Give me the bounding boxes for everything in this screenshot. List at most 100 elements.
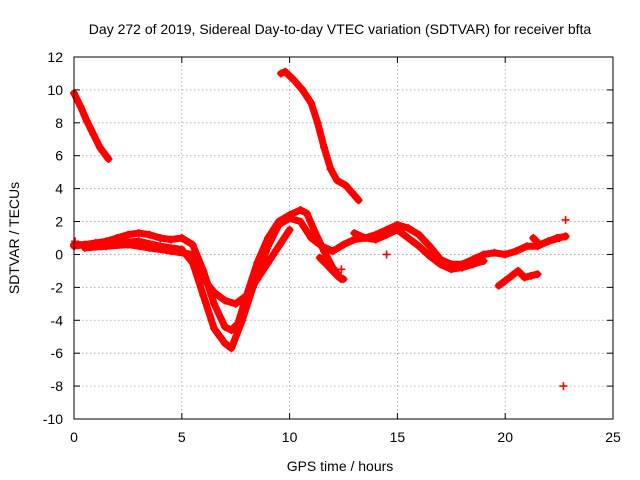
data-point [307, 99, 316, 108]
data-point [501, 276, 510, 285]
data-point [276, 69, 285, 78]
data-point [80, 243, 89, 252]
data-point [333, 176, 342, 185]
y-tick-label: 2 [55, 214, 63, 230]
data-point [264, 258, 273, 267]
data-point [501, 250, 510, 259]
y-tick-label: 12 [47, 49, 63, 65]
data-point [156, 234, 165, 242]
data-point [253, 275, 262, 284]
data-point [313, 118, 322, 127]
y-tick-label: 6 [55, 148, 63, 164]
series-band [277, 68, 363, 204]
data-point [210, 288, 219, 297]
data-point [220, 322, 229, 331]
data-point [145, 243, 154, 252]
data-point [328, 266, 337, 275]
data-point [350, 229, 359, 238]
data-point [552, 234, 561, 242]
data-point [104, 155, 113, 164]
data-point [339, 240, 348, 249]
data-point [559, 382, 568, 391]
data-point [326, 164, 335, 173]
data-point [494, 281, 503, 290]
data-point [535, 240, 544, 249]
series-band [70, 89, 112, 163]
x-tick-label: 0 [70, 429, 78, 445]
x-axis-label: GPS time / hours [287, 458, 394, 474]
y-tick-label: 8 [55, 115, 63, 131]
data-point [274, 242, 283, 251]
data-point [210, 299, 219, 308]
data-point [320, 143, 329, 152]
data-point [71, 237, 80, 246]
data-point [123, 240, 132, 249]
data-point [354, 196, 363, 205]
y-axis-label: SDTVAR / TECUs [6, 182, 22, 294]
data-point [317, 242, 326, 251]
data-point [296, 206, 305, 215]
data-point [322, 260, 331, 269]
data-point [199, 291, 208, 300]
data-point [311, 229, 320, 238]
data-point [210, 324, 219, 333]
data-point [425, 242, 434, 251]
data-point [167, 235, 176, 244]
data-point [425, 252, 434, 261]
data-point [339, 275, 348, 284]
x-tick-label: 25 [605, 429, 621, 445]
x-tick-label: 15 [390, 429, 406, 445]
data-point [561, 232, 570, 241]
data-point [82, 117, 91, 126]
data-point [274, 220, 283, 229]
data-point [414, 230, 423, 239]
data-point [238, 316, 247, 325]
data-point [414, 242, 423, 251]
series-arc-5 [80, 225, 294, 308]
data-point [145, 230, 154, 239]
series-band [70, 206, 345, 334]
y-tick-label: 10 [47, 82, 63, 98]
data-point [337, 265, 346, 274]
data-point [507, 271, 516, 280]
y-tick-label: 0 [55, 246, 63, 262]
series-arc-6 [350, 225, 488, 274]
data-point [298, 85, 307, 94]
y-tick-label: 4 [55, 181, 63, 197]
data-series [70, 67, 570, 391]
data-point [307, 234, 316, 242]
data-point [404, 224, 413, 233]
series-isolated [71, 215, 570, 391]
data-point [220, 339, 229, 348]
data-point [227, 344, 236, 353]
data-point [89, 130, 98, 139]
data-point [544, 237, 553, 246]
y-tick-label: -6 [51, 345, 64, 361]
data-point [468, 260, 477, 269]
y-tick-label: -10 [43, 411, 63, 427]
data-point [490, 248, 499, 257]
data-point [514, 266, 523, 275]
series-arc-7 [315, 253, 348, 284]
data-point [285, 214, 294, 223]
data-point [328, 247, 337, 256]
series-arc-9 [529, 232, 570, 249]
data-point [102, 242, 111, 251]
plot-frame [73, 56, 614, 420]
series-arc-8 [494, 266, 542, 290]
data-point [264, 242, 273, 251]
data-point [404, 234, 413, 242]
x-tick-label: 5 [178, 429, 186, 445]
data-point [520, 273, 529, 282]
series-arc-1 [70, 89, 113, 164]
data-point [511, 247, 520, 256]
data-point [529, 234, 538, 242]
data-point [527, 271, 536, 280]
data-point [458, 263, 467, 272]
chart-title: Day 272 of 2019, Sidereal Day-to-day VTE… [89, 21, 592, 37]
data-point [436, 260, 445, 269]
data-point [561, 215, 570, 224]
data-point [533, 270, 542, 279]
y-tick-label: -4 [51, 312, 64, 328]
